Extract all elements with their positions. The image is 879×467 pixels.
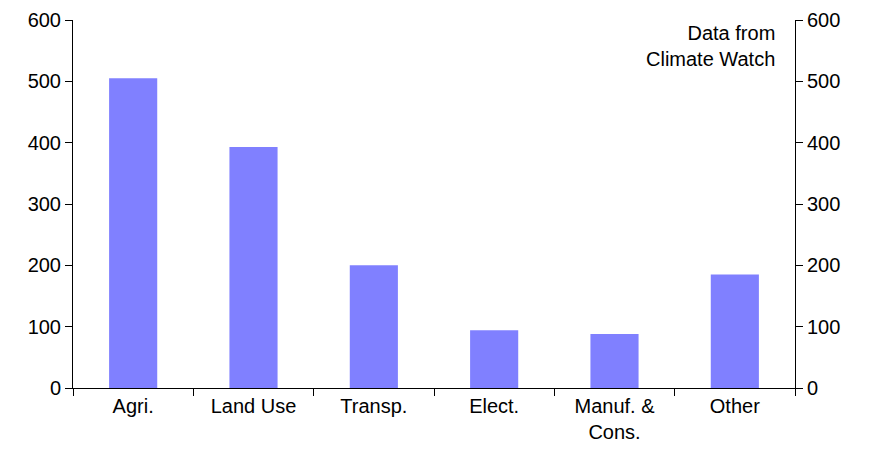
svg-text:0: 0 [807, 377, 818, 399]
svg-text:500: 500 [807, 70, 840, 92]
svg-text:500: 500 [28, 70, 61, 92]
svg-text:Transp.: Transp. [340, 395, 407, 417]
svg-text:600: 600 [807, 9, 840, 31]
svg-text:300: 300 [807, 193, 840, 215]
svg-text:600: 600 [28, 9, 61, 31]
svg-text:300: 300 [28, 193, 61, 215]
svg-text:Manuf. &Cons.: Manuf. &Cons. [574, 395, 655, 443]
svg-text:Data fromClimate Watch: Data fromClimate Watch [646, 22, 775, 70]
svg-text:Other: Other [710, 395, 760, 417]
svg-text:0: 0 [50, 377, 61, 399]
svg-text:400: 400 [28, 132, 61, 154]
svg-text:Agri.: Agri. [113, 395, 154, 417]
svg-text:200: 200 [807, 254, 840, 276]
svg-text:400: 400 [807, 132, 840, 154]
svg-text:Land Use: Land Use [211, 395, 297, 417]
svg-text:100: 100 [807, 316, 840, 338]
svg-text:Elect.: Elect. [469, 395, 519, 417]
svg-text:100: 100 [28, 316, 61, 338]
svg-text:200: 200 [28, 254, 61, 276]
